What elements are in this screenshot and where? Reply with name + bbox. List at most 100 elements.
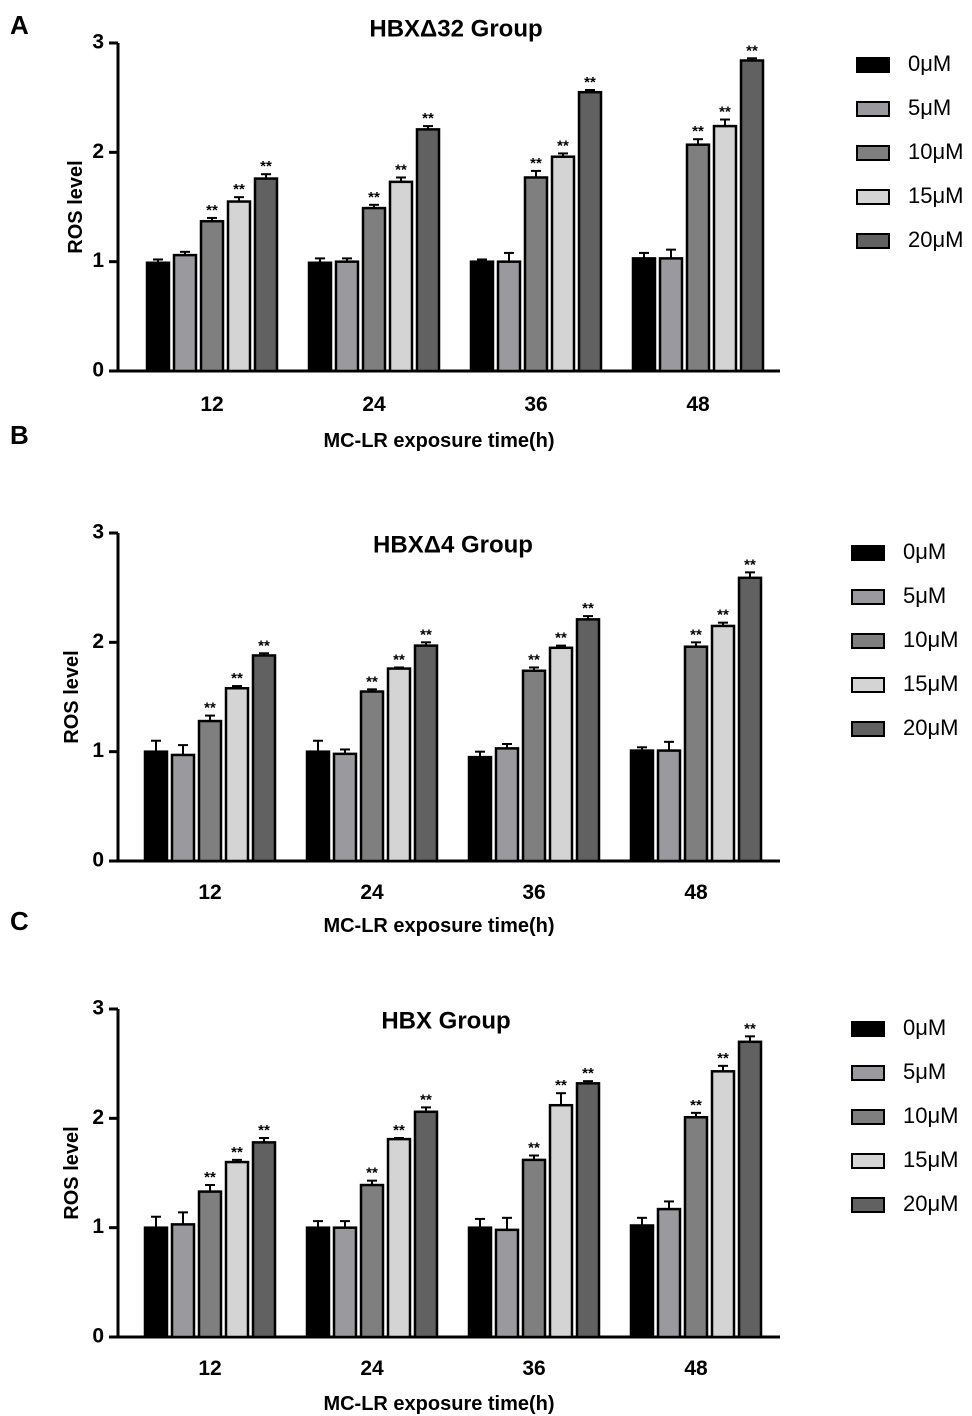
bar	[334, 260, 360, 373]
bar	[496, 260, 522, 373]
significance-marker: **	[690, 626, 702, 643]
bar	[307, 261, 333, 373]
significance-marker: **	[528, 651, 540, 668]
significance-marker: **	[744, 556, 756, 573]
bar	[332, 1226, 358, 1339]
significance-marker: **	[366, 673, 378, 690]
legend-swatch	[856, 145, 890, 161]
bar	[656, 1207, 682, 1339]
bar	[199, 219, 225, 373]
significance-marker: **	[368, 189, 380, 206]
bar	[415, 128, 441, 373]
y-tick-label: 2	[92, 630, 104, 653]
significance-marker: **	[530, 155, 542, 172]
significance-marker: **	[555, 630, 567, 647]
bar	[197, 1190, 223, 1339]
significance-marker: **	[260, 158, 272, 175]
x-tick-label: 36	[522, 1357, 545, 1380]
x-tick-label: 48	[686, 393, 710, 416]
y-tick-label: 0	[92, 1325, 104, 1348]
bar	[332, 752, 358, 863]
x-tick-label: 48	[684, 881, 708, 904]
bar	[521, 1158, 547, 1339]
legend: 0μM 5μM 10μM 15μM 20μM	[856, 51, 963, 252]
bar	[631, 257, 657, 373]
significance-marker: **	[393, 1122, 405, 1139]
significance-marker: **	[717, 1050, 729, 1067]
significance-marker: **	[233, 181, 245, 198]
legend-label: 10μM	[903, 1103, 958, 1128]
legend-swatch	[851, 1109, 885, 1125]
significance-marker: **	[393, 651, 405, 668]
bar	[739, 59, 765, 373]
legend-label: 0μM	[903, 1015, 946, 1040]
significance-marker: **	[719, 104, 731, 121]
bar	[467, 1226, 493, 1339]
x-tick-label: 24	[360, 1357, 384, 1380]
bar	[737, 576, 763, 863]
legend-swatch	[851, 721, 885, 737]
bar	[361, 206, 387, 373]
bar	[251, 654, 277, 863]
legend-swatch	[856, 101, 890, 117]
legend-swatch	[851, 677, 885, 693]
bar	[494, 747, 520, 863]
significance-marker: **	[231, 1144, 243, 1161]
bar	[685, 143, 711, 373]
y-tick-label: 3	[92, 521, 104, 544]
bar	[710, 1070, 736, 1339]
bar	[548, 1103, 574, 1339]
legend-label: 20μM	[903, 715, 958, 740]
panel-letter: A	[10, 10, 29, 40]
significance-marker: **	[258, 1122, 270, 1139]
x-tick-label: 24	[360, 881, 384, 904]
significance-marker: **	[744, 1020, 756, 1037]
legend-swatch	[851, 1065, 885, 1081]
x-tick-label: 36	[524, 393, 547, 416]
bar	[359, 1183, 385, 1339]
bar	[658, 257, 684, 373]
legend-swatch	[851, 1197, 885, 1213]
significance-marker: **	[557, 137, 569, 154]
significance-marker: **	[584, 74, 596, 91]
x-tick-label: 12	[198, 1357, 221, 1380]
bar	[683, 1115, 709, 1339]
bar	[197, 719, 223, 863]
significance-marker: **	[231, 670, 243, 687]
y-tick-label: 1	[92, 739, 104, 762]
y-tick-label: 2	[92, 140, 104, 163]
bar	[683, 645, 709, 863]
legend-swatch	[856, 57, 890, 73]
y-axis-label: ROS level	[61, 1126, 83, 1219]
significance-marker: **	[420, 1091, 432, 1108]
legend-label: 0μM	[903, 539, 946, 564]
y-axis-label: ROS level	[65, 160, 87, 253]
bar	[494, 1228, 520, 1339]
bar	[550, 155, 576, 373]
bar	[548, 646, 574, 863]
legend-swatch	[851, 633, 885, 649]
y-tick-label: 2	[92, 1106, 104, 1129]
legend-label: 20μM	[908, 227, 963, 252]
y-tick-label: 1	[92, 249, 104, 272]
legend-swatch	[856, 233, 890, 249]
bar	[413, 644, 439, 863]
x-tick-label: 24	[362, 393, 386, 416]
significance-marker: **	[258, 637, 270, 654]
significance-marker: **	[555, 1077, 567, 1094]
significance-marker: **	[204, 1169, 216, 1186]
bar	[253, 177, 279, 373]
legend-label: 20μM	[903, 1191, 958, 1216]
bar	[143, 1226, 169, 1339]
bar	[251, 1141, 277, 1339]
x-tick-label: 12	[198, 881, 221, 904]
bar	[143, 750, 169, 863]
legend-label: 0μM	[908, 51, 951, 76]
chart-title: HBXΔ32 Group	[369, 15, 542, 42]
panel-letter: C	[10, 906, 29, 936]
bar	[359, 690, 385, 863]
legend-label: 15μM	[903, 671, 958, 696]
bar	[305, 750, 331, 863]
